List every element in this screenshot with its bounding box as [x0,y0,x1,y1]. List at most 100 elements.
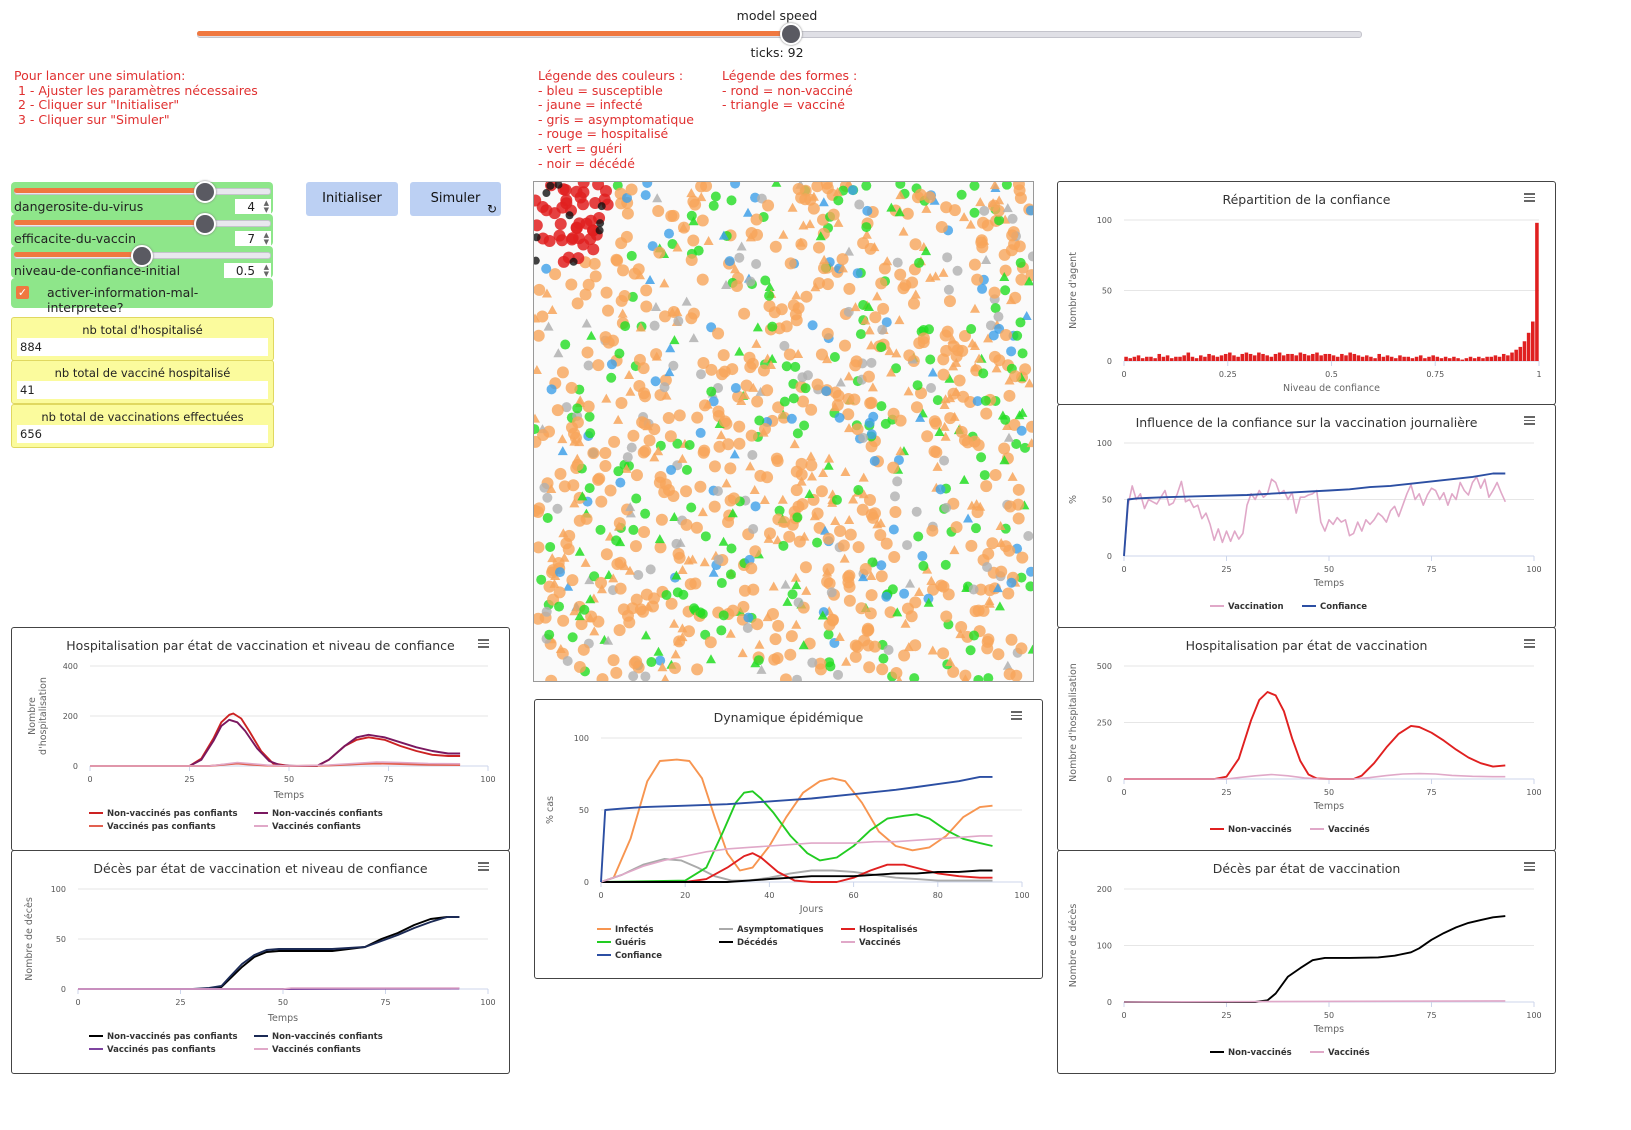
agent-unvaccinated [659,382,670,393]
agent-unvaccinated [795,238,808,251]
agent-hospitalized [573,217,586,230]
agent-unvaccinated [800,383,811,394]
agent-vaccinated [1002,203,1013,213]
histogram-bar [1240,353,1245,361]
histogram-bar [1223,353,1228,361]
switch-information-mal-interpretee[interactable]: ✓ activer-information-mal-interpretee? [11,278,273,315]
agent-unvaccinated [1005,633,1018,646]
chart-menu-icon[interactable] [1524,416,1535,425]
agent-unvaccinated [973,674,984,681]
agent-unvaccinated [769,240,782,253]
agent-unvaccinated [998,442,1011,455]
agent-unvaccinated [695,607,706,618]
x-tick-label: 0 [1121,565,1126,574]
slider-efficacite[interactable]: efficacite-du-vaccin 7 ▲ ▼ [11,213,273,247]
agent-unvaccinated [705,363,718,376]
slider-value-field[interactable]: 7 ▲ ▼ [235,231,271,247]
agent-unvaccinated [681,464,692,475]
slider-knob[interactable] [130,245,153,267]
agent-unvaccinated [667,238,678,249]
agent-vaccinated [884,346,895,356]
initialiser-button[interactable]: Initialiser [306,182,398,216]
agent-unvaccinated [725,569,736,580]
histogram-bar [1199,355,1203,361]
x-tick-label: 0.5 [1325,370,1338,379]
slider-knob[interactable] [194,181,217,203]
histogram-bar [1389,356,1394,361]
chart-menu-icon[interactable] [478,639,489,648]
slider-value-field[interactable]: 0.5 ▲ ▼ [224,263,271,279]
chart-influence-confiance: Influence de la confiance sur la vaccina… [1057,404,1556,628]
agent-vaccinated [547,304,558,314]
agent-vaccinated [900,618,911,628]
agent-unvaccinated [969,207,980,218]
agent-unvaccinated [940,610,953,623]
agent-unvaccinated [937,368,950,381]
agent-unvaccinated [684,439,695,450]
agent-unvaccinated [869,311,882,324]
histogram-bar [1306,355,1311,361]
agent-vaccinated [1026,438,1033,448]
agent-unvaccinated [595,495,608,508]
agent-unvaccinated [537,429,550,442]
simuler-button[interactable]: Simuler ↻ [410,182,501,216]
legend-label: Confiance [615,951,662,961]
agent-unvaccinated [572,403,583,414]
agent-unvaccinated [843,282,856,295]
agent-vaccinated [981,254,992,264]
agent-unvaccinated [695,182,708,193]
x-tick-label: 80 [933,891,943,900]
chart-title: Hospitalisation par état de vaccination … [66,638,455,653]
agent-unvaccinated [907,297,920,310]
agent-unvaccinated [818,262,831,275]
agent-unvaccinated [577,643,590,656]
agent-unvaccinated [943,284,954,295]
agent-unvaccinated [1013,184,1026,197]
slider-knob[interactable] [194,213,217,235]
agent-unvaccinated [566,574,579,587]
agent-unvaccinated [992,204,1005,217]
chart-menu-icon[interactable] [1524,862,1535,871]
agent-vaccinated [966,500,977,510]
agent-vaccinated [791,619,802,629]
agent-unvaccinated [708,200,719,211]
chart-menu-icon[interactable] [478,862,489,871]
model-speed-slider[interactable] [197,23,1362,45]
histogram-bar [1344,355,1348,361]
spinner-icon[interactable]: ▲ ▼ [263,231,269,246]
histogram-bar [1497,356,1502,361]
agent-unvaccinated [687,195,700,208]
chart-title: Dynamique épidémique [713,710,864,725]
model-speed-knob[interactable] [780,23,803,45]
spinner-icon[interactable]: ▲ ▼ [263,263,269,278]
checkbox-checked-icon[interactable]: ✓ [16,286,29,299]
legend-label: Vaccinés confiants [272,1044,361,1055]
agent-vaccinated [765,360,776,370]
slider-value-field[interactable]: 4 ▲ ▼ [235,199,271,215]
chart-menu-icon[interactable] [1524,639,1535,648]
slider-confiance-initial[interactable]: niveau-de-confiance-initial 0.5 ▲ ▼ [11,245,273,279]
agent-unvaccinated [556,366,569,379]
agent-unvaccinated [640,671,651,681]
slider-dangerosite[interactable]: dangerosite-du-virus 4 ▲ ▼ [11,181,273,215]
agent-vaccinated [843,246,854,256]
simulation-world-view[interactable] [533,181,1034,682]
agent-unvaccinated [764,290,775,301]
agent-unvaccinated [1012,330,1023,341]
agent-vaccinated [575,395,586,405]
chart-menu-icon[interactable] [1011,711,1022,720]
agent-unvaccinated [620,321,631,332]
agent-unvaccinated [888,524,899,535]
agent-unvaccinated [545,541,556,552]
agent-vaccinated [558,528,569,538]
agent-unvaccinated [640,588,653,601]
agent-vaccinated [817,610,828,620]
chart-menu-icon[interactable] [1524,193,1535,202]
agent-vaccinated [661,674,670,681]
agent-unvaccinated [582,400,595,413]
histogram-bar [1331,355,1336,361]
spinner-icon[interactable]: ▲ ▼ [263,199,269,214]
agent-vaccinated [758,427,769,437]
agent-unvaccinated [602,304,615,317]
agent-hospitalized [557,255,570,268]
